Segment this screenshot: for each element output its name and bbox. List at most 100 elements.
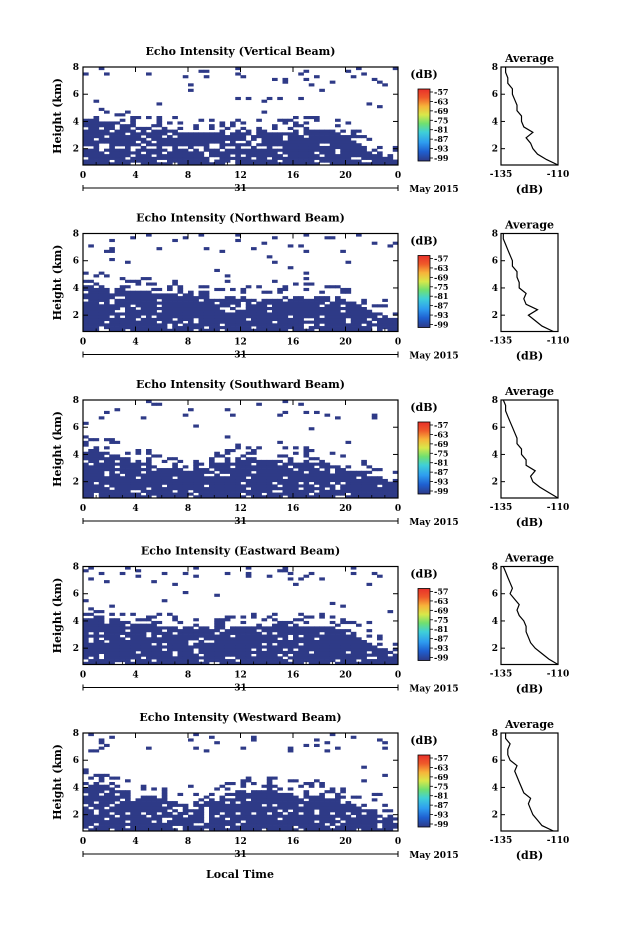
heatmap-cell: [109, 806, 115, 810]
heatmap-cell: [98, 290, 105, 294]
heatmap-cell: [151, 492, 157, 496]
heatmap-cell: [140, 623, 147, 627]
heatmap-cell: [245, 637, 252, 641]
heatmap-cell: [104, 814, 110, 818]
heatmap-cell: [188, 487, 194, 491]
heatmap-cell: [151, 301, 157, 305]
heatmap-cell: [287, 320, 294, 324]
heatmap-cell: [392, 241, 399, 245]
heatmap-cell: [266, 637, 273, 641]
heatmap-cell: [298, 495, 304, 499]
heatmap-cell: [214, 618, 220, 622]
heatmap-cell: [366, 309, 373, 313]
heatmap-cell: [172, 645, 178, 649]
heatmap-cell: [282, 814, 289, 818]
heatmap-cell: [314, 806, 320, 810]
heatmap-cell: [135, 154, 142, 158]
heatmap-cell: [371, 798, 378, 802]
heatmap-cell: [214, 268, 220, 273]
heatmap-cell: [340, 290, 346, 294]
heatmap-cell: [293, 582, 299, 586]
heatmap-cell: [240, 811, 247, 816]
heatmap-cell: [146, 618, 152, 622]
x-tick-label: 12: [234, 504, 247, 514]
heatmap-cell: [329, 653, 336, 657]
heatmap-cell: [308, 484, 315, 488]
heatmap-cell: [308, 449, 315, 453]
heatmap-cell: [287, 814, 294, 818]
heatmap-cell: [83, 487, 89, 491]
heatmap-cell: [146, 233, 152, 237]
heatmap-cell: [303, 615, 310, 619]
heatmap-cell: [256, 814, 262, 818]
heatmap-cell: [214, 659, 220, 663]
heatmap-cell: [282, 642, 289, 646]
heatmap-cell: [193, 811, 199, 816]
heatmap-cell: [335, 159, 341, 163]
heatmap-cell: [298, 162, 304, 166]
heatmap-cell: [193, 653, 199, 657]
heatmap-cell: [377, 648, 383, 652]
heatmap-cell: [350, 315, 357, 319]
heatmap-cell: [314, 487, 320, 491]
heatmap-cell: [266, 154, 273, 158]
heatmap-cell: [98, 640, 105, 644]
heatmap-cell: [193, 301, 199, 305]
heatmap-cell: [245, 481, 252, 485]
heatmap-cell: [261, 495, 268, 499]
heatmap-cell: [119, 659, 126, 663]
heatmap-cell: [319, 659, 325, 663]
heatmap-cell: [198, 811, 205, 816]
heatmap-cell: [266, 645, 273, 649]
heatmap-cell: [293, 489, 299, 493]
heatmap-cell: [350, 653, 357, 657]
heatmap-cell: [98, 151, 105, 155]
heatmap-cell: [230, 814, 236, 818]
heatmap-cell: [319, 782, 325, 786]
heatmap-cell: [387, 159, 394, 163]
heatmap-cell: [193, 733, 199, 737]
heatmap-cell: [209, 814, 215, 818]
heatmap-cell: [119, 126, 126, 131]
heatmap-cell: [371, 468, 378, 472]
heatmap-cell: [104, 634, 110, 638]
heatmap-cell: [261, 156, 268, 160]
heatmap-cell: [125, 296, 131, 300]
heatmap-cell: [114, 656, 121, 660]
heatmap-cell: [83, 468, 89, 472]
heatmap-cell: [203, 659, 210, 663]
heatmap-cell: [104, 137, 110, 141]
heatmap-cell: [345, 309, 352, 313]
heatmap-cell: [135, 487, 142, 491]
heatmap-cell: [245, 571, 252, 576]
heatmap-cell: [203, 137, 210, 141]
heatmap-cell: [298, 470, 304, 474]
heatmap-cell: [109, 140, 115, 144]
heatmap-cell: [282, 77, 289, 82]
heatmap-cell: [356, 145, 362, 150]
heatmap-cell: [182, 656, 189, 660]
heatmap-cell: [303, 637, 310, 641]
heatmap-cell: [182, 634, 189, 638]
heatmap-cell: [93, 806, 100, 810]
heatmap-cell: [114, 790, 121, 794]
heatmap-cell: [319, 795, 325, 799]
heatmap-cell: [340, 642, 346, 646]
heatmap-cell: [177, 317, 184, 322]
heatmap-cell: [251, 487, 257, 491]
heatmap-cell: [324, 159, 331, 163]
heatmap-cell: [308, 159, 315, 163]
heatmap-cell: [293, 487, 299, 491]
heatmap-cell: [277, 148, 283, 152]
heatmap-cell: [314, 145, 320, 150]
heatmap-cell: [93, 99, 100, 103]
heatmap-cell: [230, 468, 236, 472]
heatmap-cell: [377, 156, 383, 160]
heatmap-cell: [188, 637, 194, 641]
heatmap-cell: [335, 489, 341, 493]
heatmap-cell: [151, 634, 157, 638]
heatmap-cell: [140, 661, 147, 665]
heatmap-cell: [282, 328, 289, 332]
heatmap-cell: [356, 317, 362, 322]
heatmap-cell: [182, 481, 189, 485]
